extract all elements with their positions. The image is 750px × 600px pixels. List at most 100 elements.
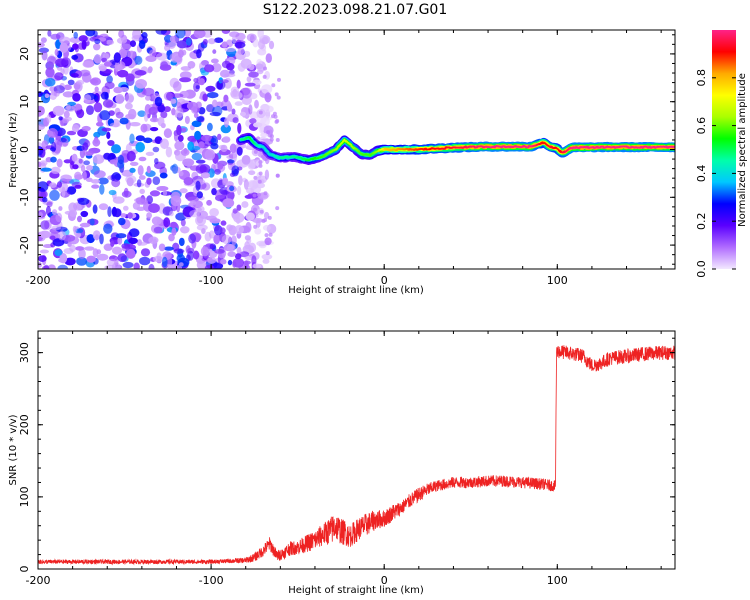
spectrogram-noise-blob (117, 154, 125, 165)
spectrogram-noise-blob (163, 106, 171, 113)
spectrogram-noise-blob (77, 197, 90, 205)
y-tick-label: -10 (18, 188, 31, 206)
spectrogram-signal-segment (265, 149, 270, 153)
spectrogram-noise-blob (140, 123, 148, 133)
spectrogram-signal-segment (351, 146, 356, 150)
spectrogram-noise-blob (83, 149, 88, 156)
spectrogram-noise-blob (61, 186, 66, 198)
x-tick-label: 0 (381, 274, 388, 287)
spectrogram-noise-blob (159, 64, 172, 71)
spectrogram-noise-blob (163, 246, 174, 251)
spectrogram-noise-blob (265, 251, 270, 256)
spectrogram-noise-blob (232, 208, 238, 214)
spectrogram-noise-blob (252, 263, 262, 269)
spectrogram-noise-blob (195, 180, 201, 191)
spectrogram-noise-blob (211, 63, 222, 73)
spectrogram-noise-blob (44, 77, 56, 87)
spectrogram-noise-blob (115, 93, 125, 105)
spectrogram-noise-blob (128, 237, 138, 244)
spectrogram-noise-blob (157, 116, 165, 127)
spectrogram-noise-blob (244, 235, 251, 241)
spectrogram-noise-blob (72, 93, 81, 102)
spectrogram-noise-blob (82, 60, 94, 68)
spectrogram-noise-blob (179, 71, 192, 79)
spectrogram-noise-blob (188, 233, 197, 244)
spectrogram-noise-blob (244, 241, 250, 250)
spectrogram-noise-blob (103, 152, 111, 160)
spectrogram-noise-blob (74, 174, 84, 180)
spectrogram-noise-blob (55, 212, 63, 223)
spectrogram-noise-blob (255, 63, 264, 70)
spectrogram-noise-blob (237, 185, 242, 196)
spectrogram-noise-blob (52, 105, 65, 116)
spectrogram-noise-blob (117, 69, 129, 78)
spectrogram-signal-segment (348, 142, 353, 146)
spectrogram-noise-blob (38, 255, 47, 262)
spectrogram-noise-blob (277, 77, 281, 82)
spectrogram-noise-blob (196, 49, 202, 59)
snr-y-axis-label: SNR (10 * v/v) (8, 414, 19, 485)
spectrogram-noise-blob (77, 215, 82, 223)
spectrogram-noise-blob (138, 40, 146, 49)
spectrogram-noise-blob (158, 243, 166, 252)
spectrogram-noise-blob (135, 135, 145, 142)
spectrogram-noise-blob (209, 208, 220, 217)
spectrogram-noise-blob (59, 36, 71, 45)
spectrogram-noise-blob (273, 114, 278, 119)
spectrogram-noise-blob (72, 164, 79, 170)
spectrogram-noise-blob (92, 204, 98, 214)
spectrogram-noise-blob (76, 108, 85, 119)
spectrogram-noise-blob (128, 228, 140, 238)
spectrogram-noise-blob (262, 74, 267, 79)
spectrogram-noise-blob (69, 36, 81, 44)
spectrogram-noise-blob (50, 33, 61, 40)
spectrogram-noise-blob (46, 114, 52, 123)
spectrogram-noise-blob (112, 208, 122, 218)
spectrogram-noise-blob (38, 261, 43, 268)
spectrogram-noise-blob (234, 225, 244, 235)
spectrogram-noise-blob (232, 258, 245, 268)
spectrogram-noise-blob (38, 145, 44, 156)
spectrogram-noise-blob (229, 143, 237, 154)
spectrogram-noise-blob (81, 40, 87, 50)
spectrogram-noise-blob (181, 127, 187, 133)
spectrogram-noise-blob (70, 73, 79, 78)
spectrogram-noise-blob (145, 55, 157, 62)
spectrogram-noise-blob (222, 177, 227, 186)
spectrogram-noise-blob (148, 263, 155, 269)
spectrogram-noise-blob (196, 116, 205, 122)
spectrogram-noise-blob (226, 103, 233, 112)
spectrogram-noise-blob (167, 264, 177, 269)
spectrogram-noise-blob (261, 36, 269, 45)
spectrogram-noise-blob (86, 150, 94, 156)
spectrogram-noise-blob (93, 43, 101, 51)
spectrogram-noise-blob (252, 218, 264, 223)
spectrogram-noise-blob (136, 179, 142, 188)
spectrogram-noise-blob (248, 71, 259, 78)
spectrogram-noise-blob (127, 50, 136, 59)
spectrogram-noise-blob (233, 212, 245, 223)
spectrogram-noise-blob (262, 224, 271, 231)
colorbar-tick-label: 0.0 (695, 260, 708, 278)
spectrogram-signal-segment (538, 142, 542, 146)
spectrogram-noise-blob (243, 179, 249, 190)
spectrogram-noise-blob (118, 48, 128, 59)
spectrogram-noise-blob (169, 210, 174, 217)
spectrogram-noise-blob (206, 199, 213, 206)
spectrogram-noise-blob (86, 165, 93, 171)
spectrogram-noise-blob (200, 246, 210, 257)
spectrogram-noise-blob (127, 212, 133, 219)
spectrogram-noise-blob (63, 110, 70, 118)
spectrogram-noise-blob (246, 76, 252, 83)
spectrogram-noise-blob (135, 79, 148, 89)
spectrogram-noise-blob (71, 124, 80, 133)
spectrogram-noise-blob (224, 73, 236, 78)
spectrogram-noise-blob (41, 50, 48, 61)
spectrogram-noise-blob (44, 93, 50, 99)
spectrogram-noise-blob (208, 230, 215, 239)
spectrogram-noise-blob (86, 234, 95, 244)
spectrogram-noise-blob (107, 140, 115, 146)
spectrogram-noise-blob (204, 264, 215, 269)
spectrogram-noise-blob (244, 82, 256, 87)
